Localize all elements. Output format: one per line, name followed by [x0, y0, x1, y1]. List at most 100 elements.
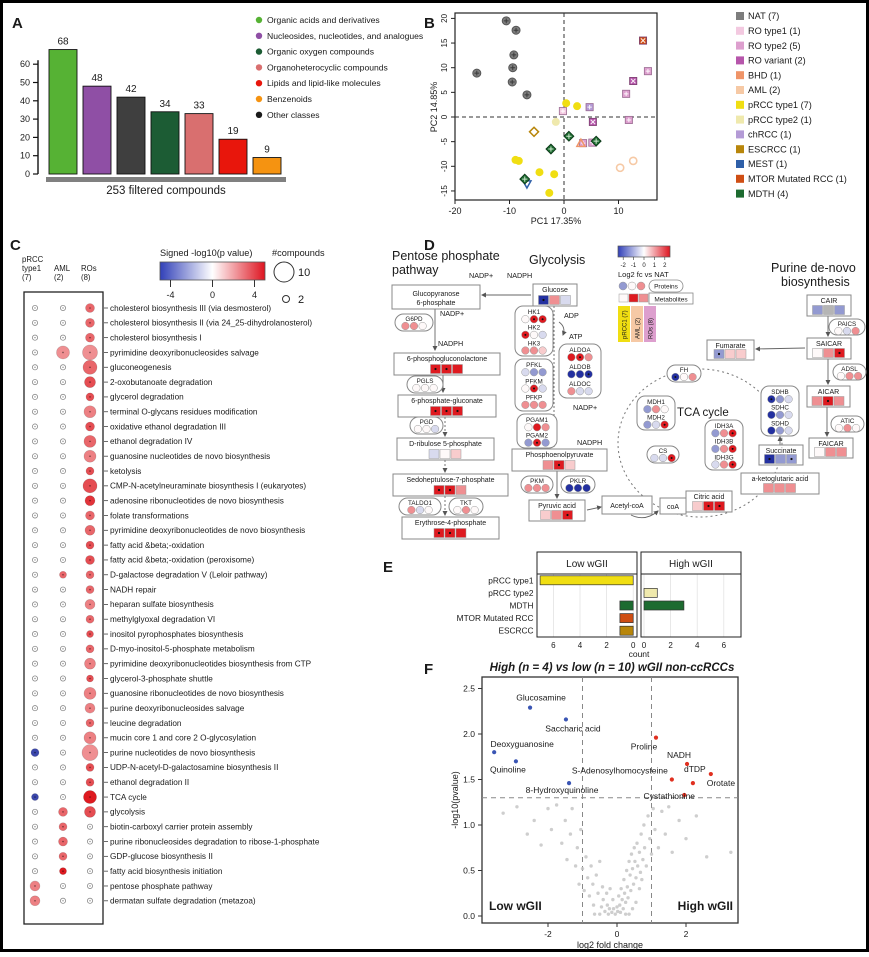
b-point [551, 117, 560, 126]
f-labeled-point [513, 759, 519, 764]
panel-f-xaxis-title: log2 fold change [577, 940, 643, 950]
f-bg-point [560, 841, 564, 845]
f-bg-point [582, 888, 586, 893]
b-legend-swatch [736, 115, 744, 124]
b-legend-label: MEST (1) [748, 159, 787, 169]
f-labeled-point [527, 705, 533, 710]
f-bg-point [598, 912, 602, 916]
d-cofactor-label: ATP [569, 332, 583, 341]
d-cofactor-label: NADP+ [573, 403, 597, 412]
c-dot-center [62, 662, 64, 665]
d-legend-column-swatch [618, 306, 630, 342]
c-dot-center [62, 588, 64, 591]
c-dot-center [89, 322, 91, 324]
f-bg-point [705, 855, 709, 859]
panel-a-xlabel: 253 filtered compounds [106, 185, 226, 197]
b-point-glyph [524, 92, 530, 98]
d-protein-cell [538, 384, 547, 393]
b-point-glyph [560, 108, 566, 114]
f-bg-point [615, 905, 619, 909]
d-tca-circle [617, 368, 783, 518]
d-enzyme-label: IDH3G [714, 454, 733, 461]
b-point-glyph [509, 79, 515, 85]
b-point-glyph [474, 70, 480, 76]
d-significance-mark [557, 463, 561, 467]
d-significance-mark [445, 409, 448, 413]
c-dot-center [34, 544, 36, 546]
d-protein-cell [834, 423, 843, 433]
c-dot-center [89, 573, 91, 576]
d-significance-mark [456, 409, 459, 413]
f-bg-point [563, 818, 567, 823]
panel-c-label: C [10, 237, 21, 254]
d-metabolite-cell [834, 305, 845, 315]
d-metabolite-cell [823, 348, 834, 358]
b-point-glyph [645, 68, 651, 74]
d-enzyme-label: ADSL [841, 366, 858, 373]
f-y-tick-label: 1.0 [463, 820, 475, 830]
c-dot-center [89, 336, 91, 339]
f-bg-point [570, 806, 574, 811]
f-bg-point [554, 803, 559, 807]
c-dot-center [89, 514, 91, 517]
b-y-tick-label: 20 [440, 13, 449, 22]
d-protein-cell [836, 371, 845, 381]
a-y-tick-label: 50 [20, 78, 30, 88]
d-cofactor-label: NADP+ [440, 309, 464, 318]
f-bg-point [622, 891, 627, 895]
c-dot-center [62, 559, 64, 561]
d-metabolite-cell [692, 501, 703, 511]
d-metabolite-cell [724, 349, 736, 359]
d-legend-metabolite-cell [638, 293, 649, 303]
f-bg-point [615, 909, 620, 914]
c-dot-center [89, 307, 91, 309]
c-row-label: pyrimidine deoxyribonucleotides de novo … [110, 526, 305, 535]
d-enzyme-label: PGAM2 [526, 433, 549, 440]
c-dot-center [89, 529, 91, 532]
d-metabolite-cell [775, 454, 786, 464]
f-bg-point [630, 907, 635, 911]
a-bar [150, 111, 180, 175]
f-bg-point [600, 885, 605, 889]
d-protein-cell [412, 383, 421, 393]
b-point [535, 168, 544, 177]
d-protein-cell [418, 321, 427, 331]
c-dot-center [62, 485, 64, 487]
c-dot-center [89, 351, 91, 354]
d-enzyme-label: HK3 [528, 340, 541, 347]
f-bg-point [648, 836, 652, 841]
f-bg-point [663, 832, 667, 836]
b-x-tick-label: -20 [448, 206, 461, 216]
c-dot-center [34, 425, 36, 428]
c-dot-center [62, 307, 64, 309]
c-dot-center [62, 707, 64, 709]
f-bg-point [639, 832, 643, 836]
f-bg-point [515, 805, 519, 809]
e-category-label: MDTH [510, 601, 534, 611]
d-protein-cell [407, 505, 416, 515]
d-significance-mark [707, 504, 710, 508]
f-point-label: dTDP [684, 764, 706, 774]
c-dot-center [34, 366, 36, 368]
b-legend-swatch [736, 12, 744, 20]
c-row-label: purine ribonucleosides degradation to ri… [110, 837, 320, 846]
b-legend-swatch [736, 41, 744, 50]
d-protein-cell [524, 438, 533, 447]
c-row-label: terminal O-glycans residues modification [110, 408, 258, 417]
d-enzyme-label: PGAM1 [526, 417, 549, 424]
c-row-label: purine deoxyribonucleosides salvage [110, 704, 245, 713]
c-dot-center [62, 648, 64, 650]
f-bg-point [629, 852, 634, 856]
b-point-glyph [630, 78, 636, 84]
c-dot-center [34, 870, 36, 872]
f-bg-point [621, 907, 625, 911]
c-row-label: fatty acid &beta;-oxidation [110, 541, 205, 550]
d-protein-cell [541, 423, 550, 432]
c-dot-center [62, 603, 64, 606]
a-y-tick-label: 10 [20, 151, 30, 161]
d-protein-cell [784, 395, 793, 404]
c-dot-center [62, 381, 64, 383]
d-protein-cell [532, 483, 542, 493]
d-protein-cell [521, 368, 530, 377]
